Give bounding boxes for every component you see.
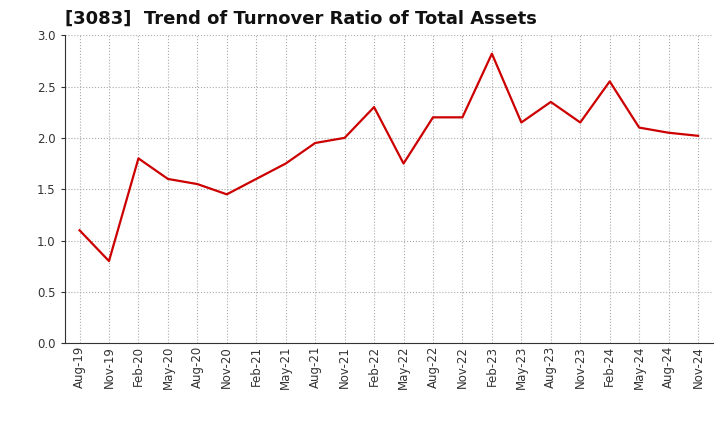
Text: [3083]  Trend of Turnover Ratio of Total Assets: [3083] Trend of Turnover Ratio of Total … bbox=[65, 10, 536, 28]
